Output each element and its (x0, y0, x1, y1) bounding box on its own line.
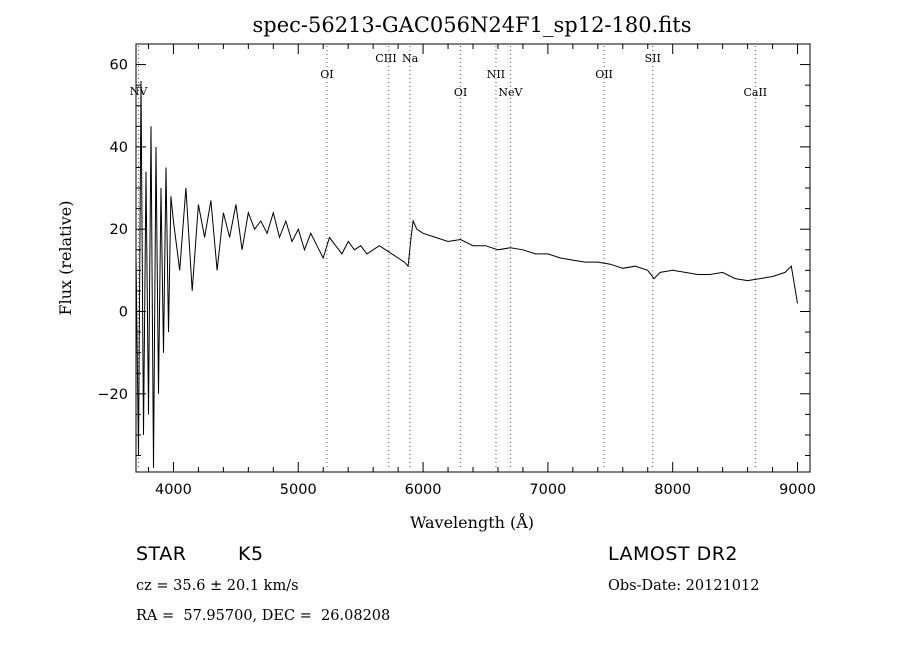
y-tick-label: 40 (110, 140, 128, 156)
line-marker-label: OII (595, 68, 613, 81)
chart-title: spec-56213-GAC056N24F1_sp12-180.fits (252, 13, 691, 37)
line-marker-label: OI (320, 68, 333, 81)
obs-date: Obs-Date: 20121012 (608, 578, 760, 594)
x-axis-ticks: 4000 5000 6000 7000 8000 9000 (147, 44, 816, 498)
line-marker-label: NII (487, 68, 505, 81)
coordinates: RA = 57.95700, DEC = 26.08208 (136, 608, 390, 624)
line-marker-label: CIII (375, 52, 396, 65)
y-tick-label: −20 (97, 387, 128, 403)
spectrum-line (136, 80, 798, 468)
plot-frame (135, 43, 811, 473)
y-axis-label: Flux (relative) (56, 201, 75, 316)
x-tick-label: 4000 (155, 482, 192, 498)
y-axis-ticks: −20 0 20 40 60 (97, 43, 810, 457)
y-tick-label: 60 (110, 58, 128, 74)
line-marker-label: OI (454, 86, 467, 99)
object-subclass: K5 (238, 543, 264, 565)
x-tick-label: 9000 (779, 482, 816, 498)
x-tick-label: 8000 (654, 482, 691, 498)
x-axis-label: Wavelength (Å) (410, 512, 534, 532)
line-marker-label: Na (402, 52, 419, 65)
survey-name: LAMOST DR2 (608, 543, 738, 565)
redshift-text: cz = 35.6 ± 20.1 km/s (136, 578, 299, 594)
line-marker-label: NV (130, 85, 149, 98)
spectrum-series (136, 80, 798, 468)
y-tick-label: 20 (110, 222, 128, 238)
line-marker-label: SII (645, 52, 661, 65)
x-tick-label: 5000 (280, 482, 317, 498)
object-class: STAR (136, 543, 186, 565)
x-tick-label: 7000 (529, 482, 566, 498)
x-tick-label: 6000 (405, 482, 442, 498)
line-marker-label: CaII (743, 86, 767, 99)
emission-line-markers: NV OI CIII Na OI NII NeV OII SII CaII (130, 46, 767, 470)
line-marker-label: NeV (498, 86, 523, 99)
y-tick-label: 0 (119, 305, 128, 321)
